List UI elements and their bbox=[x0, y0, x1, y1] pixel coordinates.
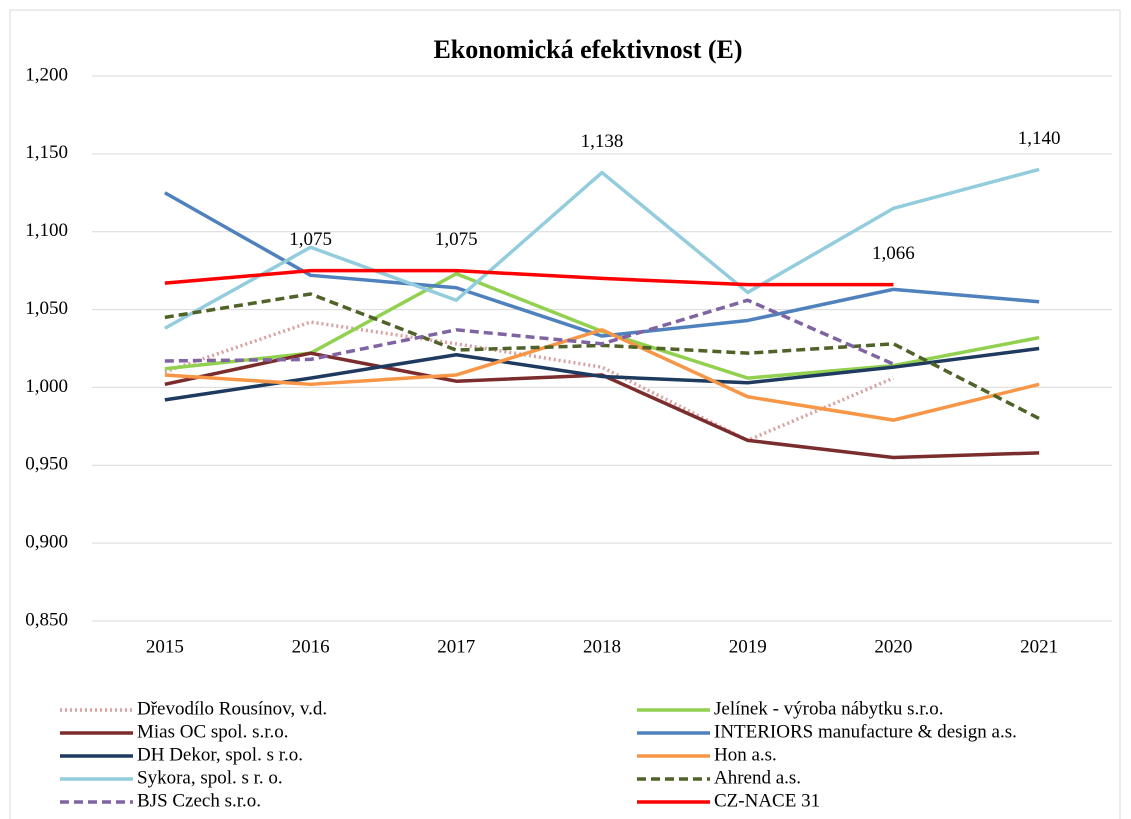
legend-label: Sykora, spol. s r. o. bbox=[137, 767, 283, 788]
series-line bbox=[164, 167, 1040, 330]
x-tick-label: 2017 bbox=[437, 636, 475, 657]
legend-label: DH Dekor, spol. s r.o. bbox=[137, 744, 303, 765]
y-tick-label: 1,150 bbox=[25, 142, 68, 163]
data-label: 1,075 bbox=[435, 229, 478, 250]
legend-label: Hon a.s. bbox=[714, 744, 777, 765]
chart-border bbox=[9, 9, 1121, 819]
series-line bbox=[164, 346, 1040, 402]
x-tick-label: 2021 bbox=[1020, 636, 1058, 657]
y-tick-label: 1,000 bbox=[25, 376, 68, 397]
x-tick-label: 2020 bbox=[874, 636, 912, 657]
series-line bbox=[164, 320, 895, 443]
data-label: 1,140 bbox=[1018, 128, 1061, 149]
legend-label: INTERIORS manufacture & design a.s. bbox=[714, 721, 1017, 742]
x-tick-label: 2015 bbox=[146, 636, 184, 657]
y-tick-label: 1,200 bbox=[25, 64, 68, 85]
legend-label: Dřevodílo Rousínov, v.d. bbox=[137, 698, 327, 719]
x-tick-label: 2018 bbox=[583, 636, 621, 657]
legend-label: Mias OC spol. s.r.o. bbox=[137, 721, 289, 742]
legend-label: Ahrend a.s. bbox=[714, 767, 801, 788]
chart-title: Ekonomická efektivnost (E) bbox=[433, 35, 742, 64]
series-line bbox=[164, 328, 1040, 422]
y-tick-label: 0,900 bbox=[25, 532, 68, 553]
series-line bbox=[163, 191, 1040, 338]
legend-label: CZ-NACE 31 bbox=[714, 790, 820, 811]
y-tick-label: 0,850 bbox=[25, 609, 68, 630]
y-tick-label: 0,950 bbox=[25, 454, 68, 475]
data-label: 1,138 bbox=[581, 131, 624, 152]
legend-label: BJS Czech s.r.o. bbox=[137, 790, 261, 811]
x-tick-label: 2019 bbox=[729, 636, 767, 657]
data-label: 1,066 bbox=[872, 243, 915, 264]
y-tick-label: 1,050 bbox=[25, 298, 68, 319]
data-label: 1,075 bbox=[289, 229, 332, 250]
series-line bbox=[164, 298, 895, 366]
legend-label: Jelínek - výroba nábytku s.r.o. bbox=[714, 698, 944, 719]
series-line bbox=[164, 268, 894, 287]
x-tick-label: 2016 bbox=[292, 636, 330, 657]
y-tick-label: 1,100 bbox=[25, 220, 68, 241]
